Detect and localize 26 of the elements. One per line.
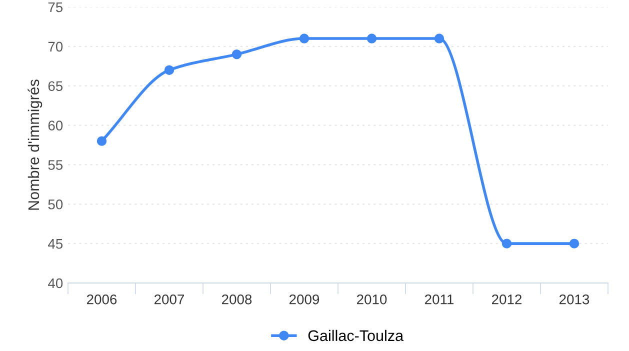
y-tick-label: 65: [48, 81, 63, 92]
x-tick-label: 2010: [357, 294, 387, 304]
y-tick-label: 55: [48, 160, 63, 170]
x-tick-label: 2013: [560, 294, 590, 304]
point: [232, 49, 242, 60]
x-tick-label: 2012: [492, 294, 522, 304]
point: [366, 34, 377, 44]
x-tick-label: 2011: [425, 294, 454, 304]
y-axis-title: Nombre d'immigrés: [28, 80, 42, 210]
x-tick-label: 2009: [290, 294, 320, 304]
legend-label: Gaillac-Toulza: [308, 330, 404, 342]
point: [569, 238, 580, 248]
y-tick-label: 45: [48, 239, 63, 249]
point: [434, 34, 444, 44]
y-tick-label: 75: [48, 2, 63, 12]
y-tick-label: 40: [48, 278, 63, 288]
y-tick-label: 50: [48, 199, 63, 210]
y-tick-label: 70: [48, 42, 63, 52]
point: [96, 136, 107, 146]
point: [502, 238, 512, 248]
point: [299, 34, 310, 44]
x-tick-label: 2007: [154, 294, 184, 304]
x-tick-label: 2008: [222, 294, 252, 304]
x-tick-label: 2006: [87, 294, 117, 304]
point: [164, 65, 174, 75]
y-tick-label: 60: [48, 120, 63, 130]
